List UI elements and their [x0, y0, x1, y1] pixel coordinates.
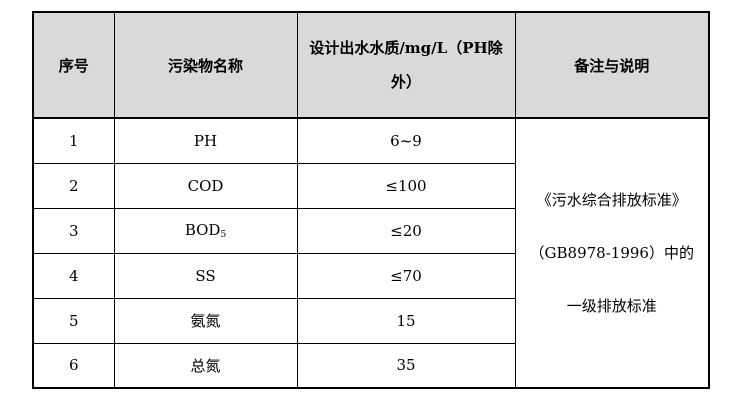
- remark-line-1: 《污水综合排放标准》: [536, 190, 687, 209]
- cell-value: 6~9: [296, 117, 516, 164]
- remark-cell: 《污水综合排放标准》 （GB8978-1996）中的 一级排放标准: [514, 117, 710, 389]
- cell-pollutant: BOD5: [113, 207, 298, 254]
- water-quality-table-container: 序号 污染物名称 设计出水水质/mg/L（PH除外） 备注与说明 1 PH 6~…: [32, 11, 710, 389]
- header-remarks: 备注与说明: [514, 11, 710, 119]
- cell-pollutant: 总氮: [113, 342, 298, 389]
- pollutant-name-text: BOD: [184, 221, 221, 239]
- table-row: 1 PH 6~9 《污水综合排放标准》 （GB8978-1996）中的 一级排放…: [32, 117, 710, 389]
- remark-line-2: （GB8978-1996）中的: [529, 243, 694, 262]
- cell-value: ≤100: [296, 162, 516, 209]
- remark-line-3: 一级排放标准: [566, 296, 657, 315]
- cell-value: ≤70: [296, 252, 516, 299]
- table-row: 4 SS ≤70: [32, 252, 709, 299]
- table-row: 6 总氮 35: [32, 342, 709, 389]
- cell-no: 1: [32, 117, 115, 164]
- table-row: 3 BOD5 ≤20: [32, 207, 709, 254]
- pollutant-subscript: 5: [220, 230, 227, 240]
- table-row: 5 氨氮 15: [32, 297, 709, 344]
- cell-pollutant: 氨氮: [113, 297, 298, 344]
- header-no: 序号: [32, 11, 115, 119]
- cell-value: 15: [296, 297, 516, 344]
- cell-no: 6: [32, 342, 115, 389]
- cell-pollutant: SS: [113, 252, 298, 299]
- cell-no: 2: [32, 162, 115, 209]
- cell-no: 5: [32, 297, 115, 344]
- header-row: 序号 污染物名称 设计出水水质/mg/L（PH除外） 备注与说明: [32, 11, 710, 119]
- water-quality-table: 序号 污染物名称 设计出水水质/mg/L（PH除外） 备注与说明 1 PH 6~…: [32, 11, 710, 389]
- table-row: 2 COD ≤100: [32, 162, 709, 209]
- cell-no: 4: [32, 252, 115, 299]
- cell-value: 35: [296, 342, 516, 389]
- cell-no: 3: [32, 207, 115, 254]
- cell-pollutant: COD: [113, 162, 298, 209]
- cell-value: ≤20: [296, 207, 516, 254]
- header-design-effluent-quality: 设计出水水质/mg/L（PH除外）: [296, 11, 516, 119]
- cell-pollutant: PH: [113, 117, 298, 164]
- header-pollutant-name: 污染物名称: [113, 11, 298, 119]
